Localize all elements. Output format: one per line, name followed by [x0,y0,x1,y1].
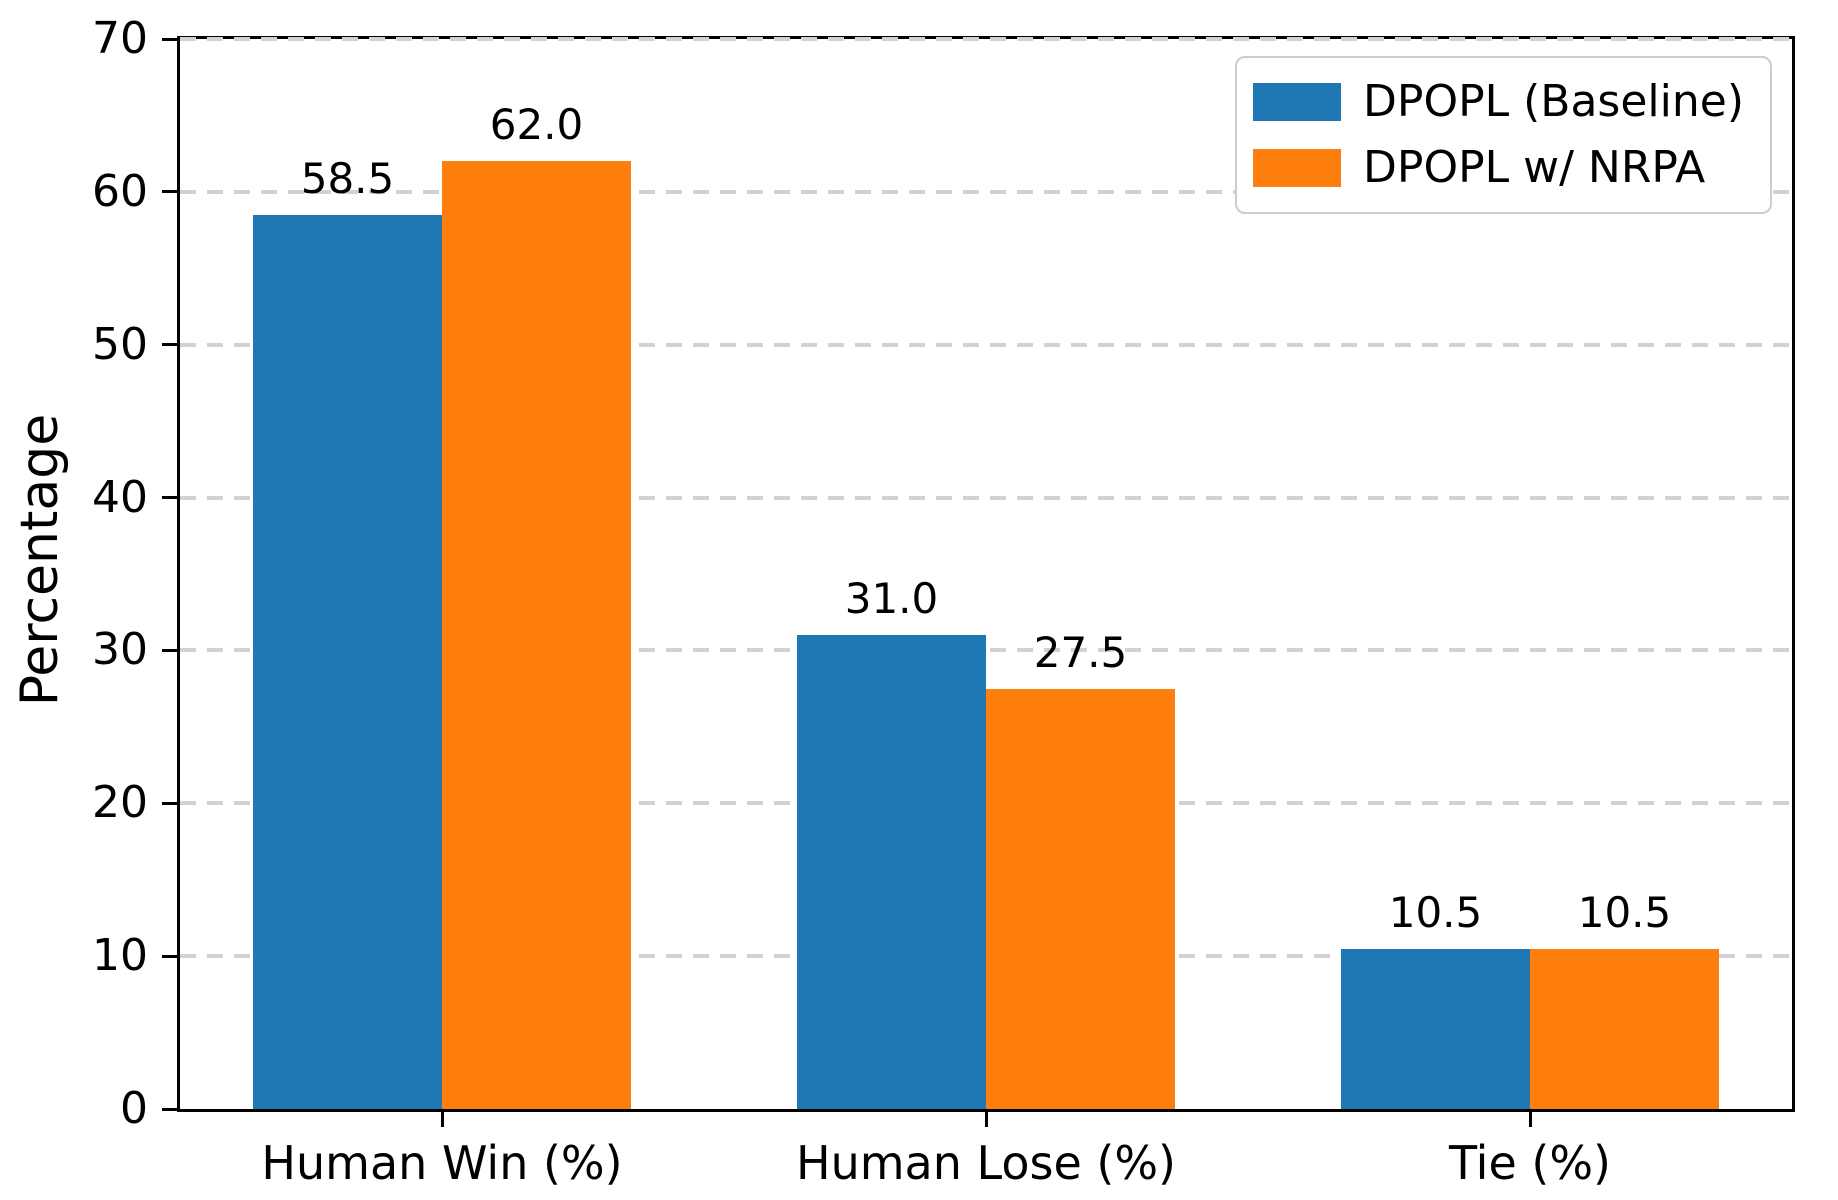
legend-swatch-blue [1253,83,1342,121]
gridline-40 [180,495,1792,500]
y-tick-label: 0 [120,1083,148,1134]
y-tick-label: 60 [92,165,148,217]
y-tick-label: 70 [92,13,148,64]
x-category-label: Human Win (%) [261,1136,623,1190]
bar-value-label: 62.0 [489,100,584,150]
gridline-30 [180,648,1792,653]
bar-nrpa-2 [1530,948,1719,1109]
y-tick-mark [162,1107,180,1111]
y-tick-mark [162,801,180,805]
x-category-label: Tie (%) [1449,1136,1611,1190]
bar-nrpa-1 [986,688,1175,1109]
legend-label: DPOPL w/ NRPA [1363,142,1706,193]
gridline-60 [180,189,1792,194]
x-tick-mark [1528,1112,1532,1127]
y-tick-label: 50 [92,318,148,370]
y-tick-mark [162,648,180,652]
y-tick-mark [162,954,180,958]
bar-baseline-2 [1341,948,1530,1109]
x-tick-mark [984,1112,988,1127]
legend-swatch-orange [1253,149,1342,187]
legend: DPOPL (Baseline) DPOPL w/ NRPA [1235,56,1772,214]
bar-baseline-1 [797,635,986,1109]
y-tick-mark [162,190,180,194]
x-tick-mark [440,1112,444,1127]
bar-baseline-0 [253,214,442,1109]
bar-value-label: 31.0 [844,574,939,624]
y-tick-label: 20 [92,777,148,829]
legend-item-baseline: DPOPL (Baseline) [1253,78,1744,126]
gridline-50 [180,342,1792,347]
x-category-label: Human Lose (%) [796,1136,1176,1190]
y-tick-mark [162,343,180,347]
bar-nrpa-0 [442,161,631,1109]
plot-area: 58.5 31.0 10.5 62.0 27.5 10.5 DPOPL (Baseline… [177,36,1795,1112]
y-tick-label: 10 [92,930,148,982]
gridline-70 [180,37,1792,41]
bar-value-label: 58.5 [300,153,395,203]
y-tick-mark [162,37,180,41]
bar-value-label: 10.5 [1388,887,1483,937]
bar-value-label: 10.5 [1577,887,1672,937]
legend-item-nrpa: DPOPL w/ NRPA [1253,144,1744,192]
y-tick-label: 40 [92,471,148,523]
legend-label: DPOPL (Baseline) [1363,76,1744,127]
y-tick-label: 30 [92,624,148,676]
bar-value-label: 27.5 [1033,627,1128,677]
y-tick-mark [162,496,180,500]
